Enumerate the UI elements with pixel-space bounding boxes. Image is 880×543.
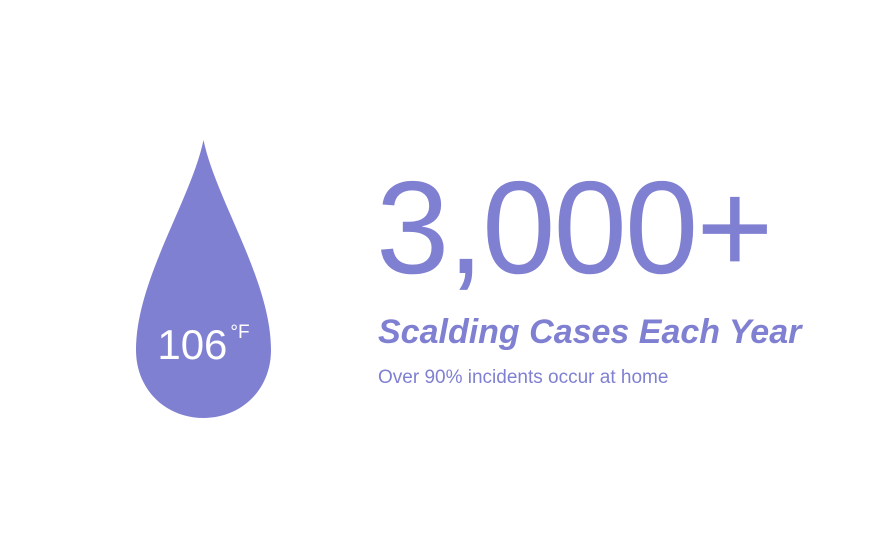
stat-caption: Over 90% incidents occur at home bbox=[378, 367, 669, 388]
water-drop-icon bbox=[136, 140, 271, 418]
water-drop-graphic: 106 °F bbox=[136, 140, 271, 418]
stat-label: Scalding Cases Each Year bbox=[378, 313, 802, 351]
temperature-value: 106 bbox=[157, 321, 228, 368]
stat-number: 3,000+ bbox=[376, 154, 773, 301]
temperature-unit: °F bbox=[230, 322, 250, 343]
temperature-readout: 106 °F bbox=[136, 318, 271, 372]
